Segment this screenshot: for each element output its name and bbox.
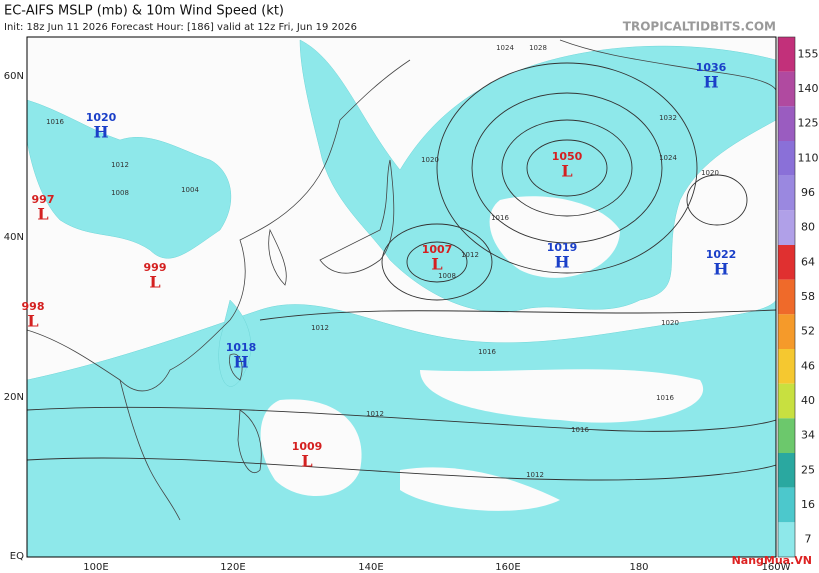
isobar-label: 1028 [529, 44, 547, 52]
pressure-symbol: L [301, 452, 312, 471]
lon-label: 140E [358, 562, 383, 573]
lon-label: 180 [629, 562, 648, 573]
isobar-label: 1016 [491, 214, 509, 222]
pressure-value: 1020 [86, 111, 117, 124]
isobar-label: 1016 [478, 348, 496, 356]
pressure-symbol: L [431, 255, 442, 274]
colorbar-label: 140 [798, 82, 819, 95]
map-frame [26, 36, 777, 558]
coastlines [27, 39, 776, 521]
pressure-symbol: H [713, 260, 728, 279]
pressure-value: 1022 [706, 248, 737, 261]
lat-label: 60N [4, 71, 24, 82]
isobar-label: 1012 [526, 471, 544, 479]
colorbar-segment [778, 418, 795, 453]
lon-label: 160W [762, 562, 791, 573]
lat-label: EQ [10, 551, 24, 562]
pressure-value: 999 [144, 261, 167, 274]
pressure-value: 1036 [696, 61, 727, 74]
isobars [27, 62, 776, 481]
isobar-label: 1012 [311, 324, 329, 332]
isobar-label: 1020 [421, 156, 439, 164]
isobar-label: 1020 [661, 319, 679, 327]
colorbar-segment [778, 349, 795, 384]
pressure-symbol: L [37, 205, 48, 224]
colorbar-segment [778, 71, 795, 107]
colorbar-label: 40 [801, 394, 815, 407]
isobar-label: 1020 [701, 169, 719, 177]
pressure-symbol: L [27, 312, 38, 331]
colorbar-segment [778, 487, 795, 523]
colorbar-segment [778, 37, 795, 72]
lon-label: 120E [220, 562, 245, 573]
isobar-label: 1016 [656, 394, 674, 402]
colorbar-label: 125 [798, 117, 819, 130]
colorbar-segment [778, 453, 795, 488]
colorbar-label: 64 [801, 255, 815, 268]
pressure-value: 1019 [547, 241, 578, 254]
pressure-value: 998 [22, 300, 45, 313]
pressure-value: 997 [32, 193, 55, 206]
colorbar-label: 52 [801, 325, 815, 338]
colorbar-segment [778, 383, 795, 419]
lon-label: 100E [83, 562, 108, 573]
isobar-label: 1024 [659, 154, 677, 162]
colorbar-segment [778, 175, 795, 211]
colorbar-label: 7 [805, 533, 812, 546]
colorbar-label: 25 [801, 463, 815, 476]
colorbar-segment [778, 522, 795, 557]
isobar-label: 1008 [111, 189, 129, 197]
pressure-symbol: H [233, 353, 248, 372]
colorbar-segment [778, 314, 795, 349]
pressure-value: 1050 [552, 150, 583, 163]
pressure-symbol: H [554, 253, 569, 272]
calm-areas [260, 196, 750, 511]
colorbar-segment [778, 279, 795, 315]
colorbar-label: 155 [798, 47, 819, 60]
colorbar-label: 16 [801, 498, 815, 511]
colorbar-frame [777, 36, 796, 558]
subtitle: Init: 18z Jun 11 2026 Forecast Hour: [18… [4, 22, 357, 33]
pressure-value: 1009 [292, 440, 323, 453]
colorbar-segment [778, 141, 795, 176]
title: EC-AIFS MSLP (mb) & 10m Wind Speed (kt) [4, 4, 284, 19]
pressure-symbol: H [93, 123, 108, 142]
pressure-value: 1007 [422, 243, 453, 256]
isobar-label: 1012 [111, 161, 129, 169]
colorbar-label: 80 [801, 221, 815, 234]
isobar-label: 1032 [659, 114, 677, 122]
colorbar-label: 110 [798, 151, 819, 164]
pressure-symbol: H [703, 73, 718, 92]
map-area [27, 37, 776, 557]
pressure-symbol: L [149, 273, 160, 292]
isobar-label: 1008 [438, 272, 456, 280]
isobar-label: 1012 [366, 410, 384, 418]
pressure-symbol: L [561, 162, 572, 181]
colorbar-label: 46 [801, 359, 815, 372]
colorbar-label: 96 [801, 186, 815, 199]
colorbar-segment [778, 210, 795, 245]
site-name: TROPICALTIDBITS.COM [623, 20, 776, 34]
pressure-value: 1018 [226, 341, 257, 354]
colorbar-segment [778, 245, 795, 280]
lat-label: 20N [4, 392, 24, 403]
isobar-label: 1016 [46, 118, 64, 126]
colorbar-label: 34 [801, 429, 815, 442]
lon-label: 160E [495, 562, 520, 573]
isobar-label: 1012 [461, 251, 479, 259]
colorbar-segment [778, 106, 795, 141]
isobar-label: 1016 [571, 426, 589, 434]
colorbar-label: 58 [801, 290, 815, 303]
isobar-label: 1004 [181, 186, 199, 194]
lat-label: 40N [4, 232, 24, 243]
isobar-label: 1024 [496, 44, 514, 52]
